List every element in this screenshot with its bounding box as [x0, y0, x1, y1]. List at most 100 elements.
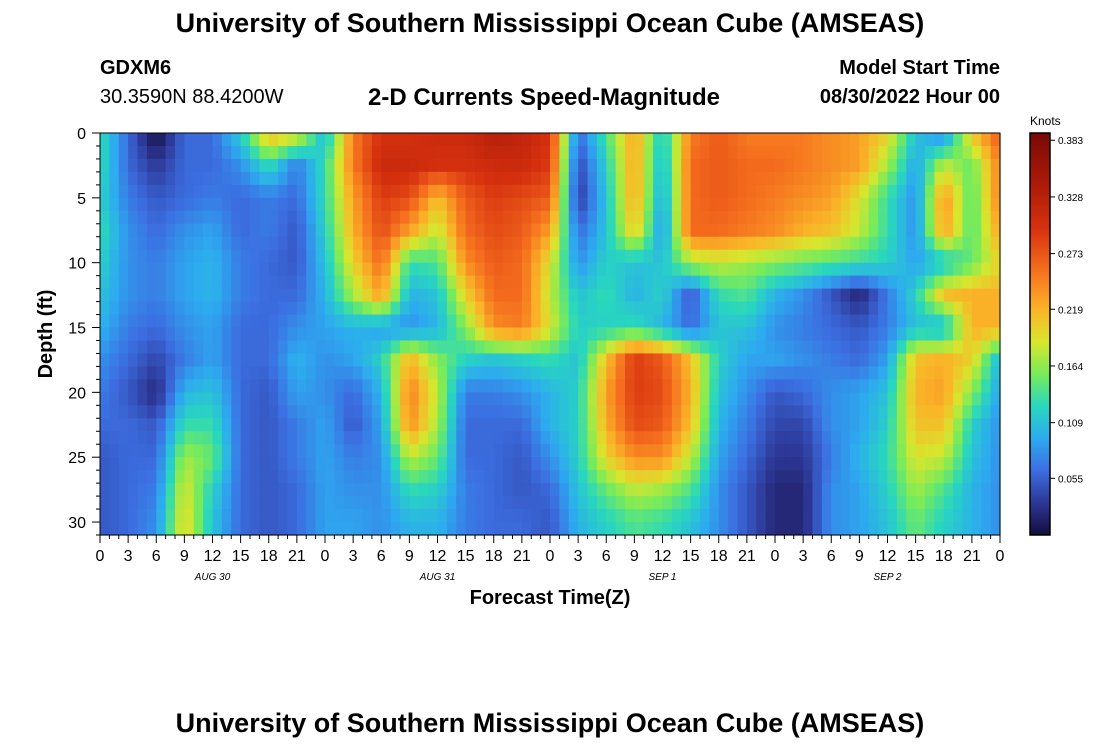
heatmap-cell [653, 236, 664, 251]
heatmap-cell [803, 262, 814, 277]
heatmap-cell [221, 379, 232, 393]
heatmap-cell [278, 470, 289, 484]
heatmap-cell [184, 522, 195, 536]
heatmap-cell [503, 171, 514, 186]
heatmap-cell [362, 496, 373, 510]
heatmap-cell [784, 483, 795, 497]
heatmap-cell [118, 392, 129, 406]
heatmap-cell [718, 223, 729, 238]
heatmap-cell [962, 496, 973, 510]
heatmap-cell [400, 379, 410, 393]
heatmap-cell [381, 327, 392, 342]
heatmap-cell [896, 249, 907, 264]
heatmap-cell [709, 392, 720, 406]
heatmap-cell [878, 301, 889, 316]
heatmap-cell [915, 353, 926, 368]
heatmap-cell [671, 133, 682, 147]
heatmap-cell [503, 457, 514, 471]
heatmap-cell [981, 483, 992, 497]
heatmap-cell [821, 327, 832, 342]
heatmap-cell [643, 314, 654, 329]
heatmap-cell [109, 444, 120, 458]
heatmap-cell [334, 236, 345, 251]
heatmap-cell [690, 236, 701, 251]
heatmap-cell [512, 470, 523, 484]
heatmap-cell [409, 418, 420, 432]
heatmap-cell [400, 314, 410, 329]
heatmap-cell [606, 418, 617, 432]
heatmap-cell [118, 158, 129, 173]
heatmap-cell [568, 236, 579, 251]
heatmap-cell [653, 509, 664, 523]
heatmap-cell [971, 392, 982, 406]
heatmap-cell [184, 184, 195, 199]
heatmap-cell [971, 431, 982, 445]
heatmap-cell [531, 353, 542, 368]
heatmap-cell [690, 288, 701, 303]
heatmap-cell [381, 314, 392, 329]
heatmap-cell [390, 262, 401, 277]
heatmap-cell [381, 223, 392, 238]
heatmap-cell [643, 275, 654, 290]
heatmap-cell [906, 392, 917, 406]
heatmap-cell [390, 327, 401, 342]
heatmap-cell [475, 483, 485, 497]
heatmap-cell [962, 405, 973, 419]
heatmap-cell [175, 340, 185, 355]
heatmap-cell [400, 444, 410, 458]
colorbar-tick-label: 0.055 [1058, 474, 1083, 485]
colorbar-tick-label: 0.383 [1058, 136, 1083, 147]
heatmap-cell [709, 366, 720, 380]
heatmap-cell [334, 444, 345, 458]
heatmap-cell [428, 353, 439, 368]
heatmap-cell [493, 184, 504, 199]
heatmap-cell [700, 470, 710, 484]
heatmap-cell [287, 314, 298, 329]
heatmap-cell [278, 392, 289, 406]
heatmap-cell [634, 133, 645, 147]
heatmap-cell [325, 158, 335, 173]
heatmap-cell [531, 340, 542, 355]
heatmap-cell [887, 145, 898, 160]
heatmap-cell [371, 327, 382, 342]
heatmap-cell [840, 171, 851, 186]
heatmap-cell [343, 509, 354, 523]
heatmap-cell [165, 496, 176, 510]
heatmap-cell [634, 470, 645, 484]
heatmap-cell [643, 483, 654, 497]
heatmap-cell [521, 158, 532, 173]
heatmap-cell [381, 353, 392, 368]
heatmap-cell [962, 197, 973, 212]
heatmap-cell [775, 366, 785, 380]
heatmap-cell [728, 249, 739, 264]
heatmap-cell [259, 133, 270, 147]
heatmap-cell [137, 275, 148, 290]
heatmap-cell [203, 340, 214, 355]
heatmap-cell [971, 133, 982, 147]
heatmap-cell [803, 418, 814, 432]
heatmap-cell [568, 171, 579, 186]
heatmap-cell [268, 301, 279, 316]
heatmap-cell [934, 171, 945, 186]
y-tick-label: 15 [68, 321, 86, 338]
heatmap-cell [700, 483, 710, 497]
heatmap-cell [259, 418, 270, 432]
heatmap-cell [568, 340, 579, 355]
heatmap-cell [221, 509, 232, 523]
heatmap-cell [709, 509, 720, 523]
heatmap-cell [578, 171, 589, 186]
heatmap-cell [746, 483, 757, 497]
heatmap-cell [109, 405, 120, 419]
heatmap-cell [943, 249, 954, 264]
heatmap-cell [578, 457, 589, 471]
heatmap-cell [100, 236, 110, 251]
heatmap-cell [212, 353, 223, 368]
heatmap-cell [465, 470, 476, 484]
heatmap-cell [634, 366, 645, 380]
heatmap-cell [165, 171, 176, 186]
heatmap-cell [803, 444, 814, 458]
heatmap-cell [418, 314, 429, 329]
heatmap-cell [484, 133, 495, 147]
heatmap-cell [596, 522, 607, 536]
heatmap-cell [137, 457, 148, 471]
